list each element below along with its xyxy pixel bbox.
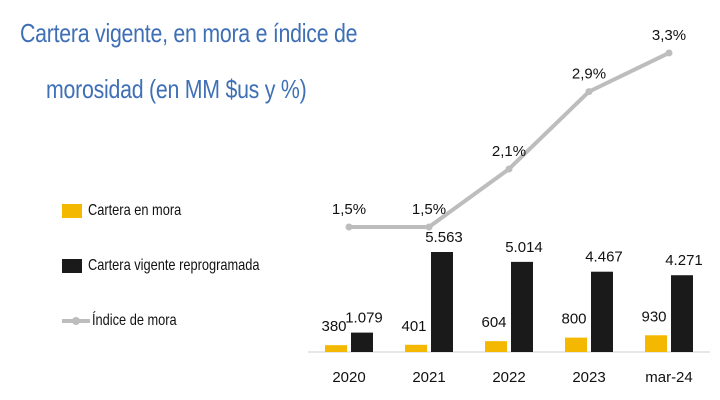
bar-reprogramada-2023 [591, 271, 613, 352]
data-label-mora-2020: 380 [321, 318, 346, 335]
bar-mora-2021 [405, 344, 427, 352]
point-indice-2021 [425, 223, 433, 231]
data-label-reprogramada-2020: 1.079 [345, 310, 383, 327]
bar-mora-2020 [325, 345, 347, 352]
data-label-mora-mar-24: 930 [641, 308, 666, 325]
data-label-indice-2022: 2,1% [492, 143, 526, 160]
data-label-reprogramada-mar-24: 4.271 [665, 252, 703, 269]
data-label-mora-2021: 401 [401, 318, 426, 335]
point-indice-2023 [585, 88, 593, 96]
point-indice-2020 [345, 223, 353, 231]
chart-title-line2: morosidad (en MM $us y %) [46, 74, 307, 104]
data-label-mora-2022: 604 [481, 314, 506, 331]
data-label-indice-mar-24: 3,3% [652, 27, 686, 44]
bar-reprogramada-2022 [511, 261, 533, 352]
bar-mora-2022 [485, 341, 507, 352]
bar-reprogramada-2020 [351, 332, 373, 352]
data-label-indice-2023: 2,9% [572, 66, 606, 83]
legend-label-reprogramada: Cartera vigente reprogramada [88, 257, 260, 274]
data-label-indice-2021: 1,5% [412, 201, 446, 218]
legend-label-mora: Cartera en mora [88, 202, 182, 219]
x-tick-2021: 2021 [412, 369, 445, 386]
point-indice-mar-24 [665, 49, 673, 57]
legend-swatch-reprogramada [62, 259, 82, 273]
line-indice-de-mora [349, 51, 670, 229]
legend-label-indice: Índice de mora [92, 312, 177, 329]
point-indice-2022 [505, 165, 513, 173]
data-label-reprogramada-2023: 4.467 [585, 249, 623, 266]
legend-item-indice-de-mora: Índice de mora [62, 310, 198, 332]
data-label-reprogramada-2021: 5.563 [425, 229, 463, 246]
legend-swatch-mora [62, 204, 82, 218]
data-label-reprogramada-2022: 5.014 [505, 239, 543, 256]
bar-mora-mar-24 [645, 335, 667, 352]
bar-reprogramada-mar-24 [671, 275, 693, 352]
x-tick-2022: 2022 [492, 369, 525, 386]
x-tick-2020: 2020 [332, 369, 365, 386]
x-tick-2023: 2023 [572, 369, 605, 386]
bar-mora-2023 [565, 337, 587, 352]
bar-reprogramada-2021 [431, 252, 453, 352]
legend-item-cartera-en-mora: Cartera en mora [62, 200, 205, 222]
legend-item-cartera-reprogramada: Cartera vigente reprogramada [62, 255, 302, 277]
x-tick-mar-24: mar-24 [645, 369, 693, 386]
data-label-mora-2023: 800 [561, 311, 586, 328]
legend-line-marker [62, 317, 90, 325]
data-label-indice-2020: 1,5% [332, 201, 366, 218]
